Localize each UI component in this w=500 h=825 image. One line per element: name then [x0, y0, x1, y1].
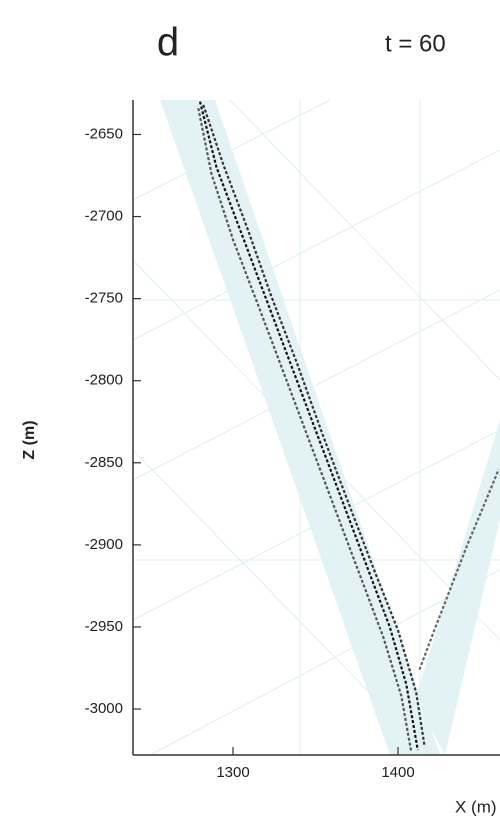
y-axis-label: Z (m) [21, 420, 38, 459]
particle-track [418, 468, 500, 670]
y-tick-label: -2750 [85, 290, 123, 307]
x-tick-label: 1400 [381, 764, 414, 781]
x-axis-label: X (m) [455, 797, 497, 816]
panel-label: d [157, 21, 179, 65]
y-tick-label: -2650 [85, 125, 123, 142]
y-tick-label: -2700 [85, 208, 123, 225]
y-tick-label: -2800 [85, 372, 123, 389]
x-tick-label: 1300 [216, 764, 249, 781]
particle-track [197, 107, 413, 752]
chart-title: t = 60 [385, 30, 446, 57]
y-tick-label: -2950 [85, 618, 123, 635]
particle-track [202, 104, 426, 746]
y-tick-label: -3000 [85, 700, 123, 717]
flow-band-branch [415, 420, 500, 755]
y-tick-label: -2900 [85, 536, 123, 553]
y-tick-label: -2850 [85, 454, 123, 471]
mesh [132, 99, 500, 756]
